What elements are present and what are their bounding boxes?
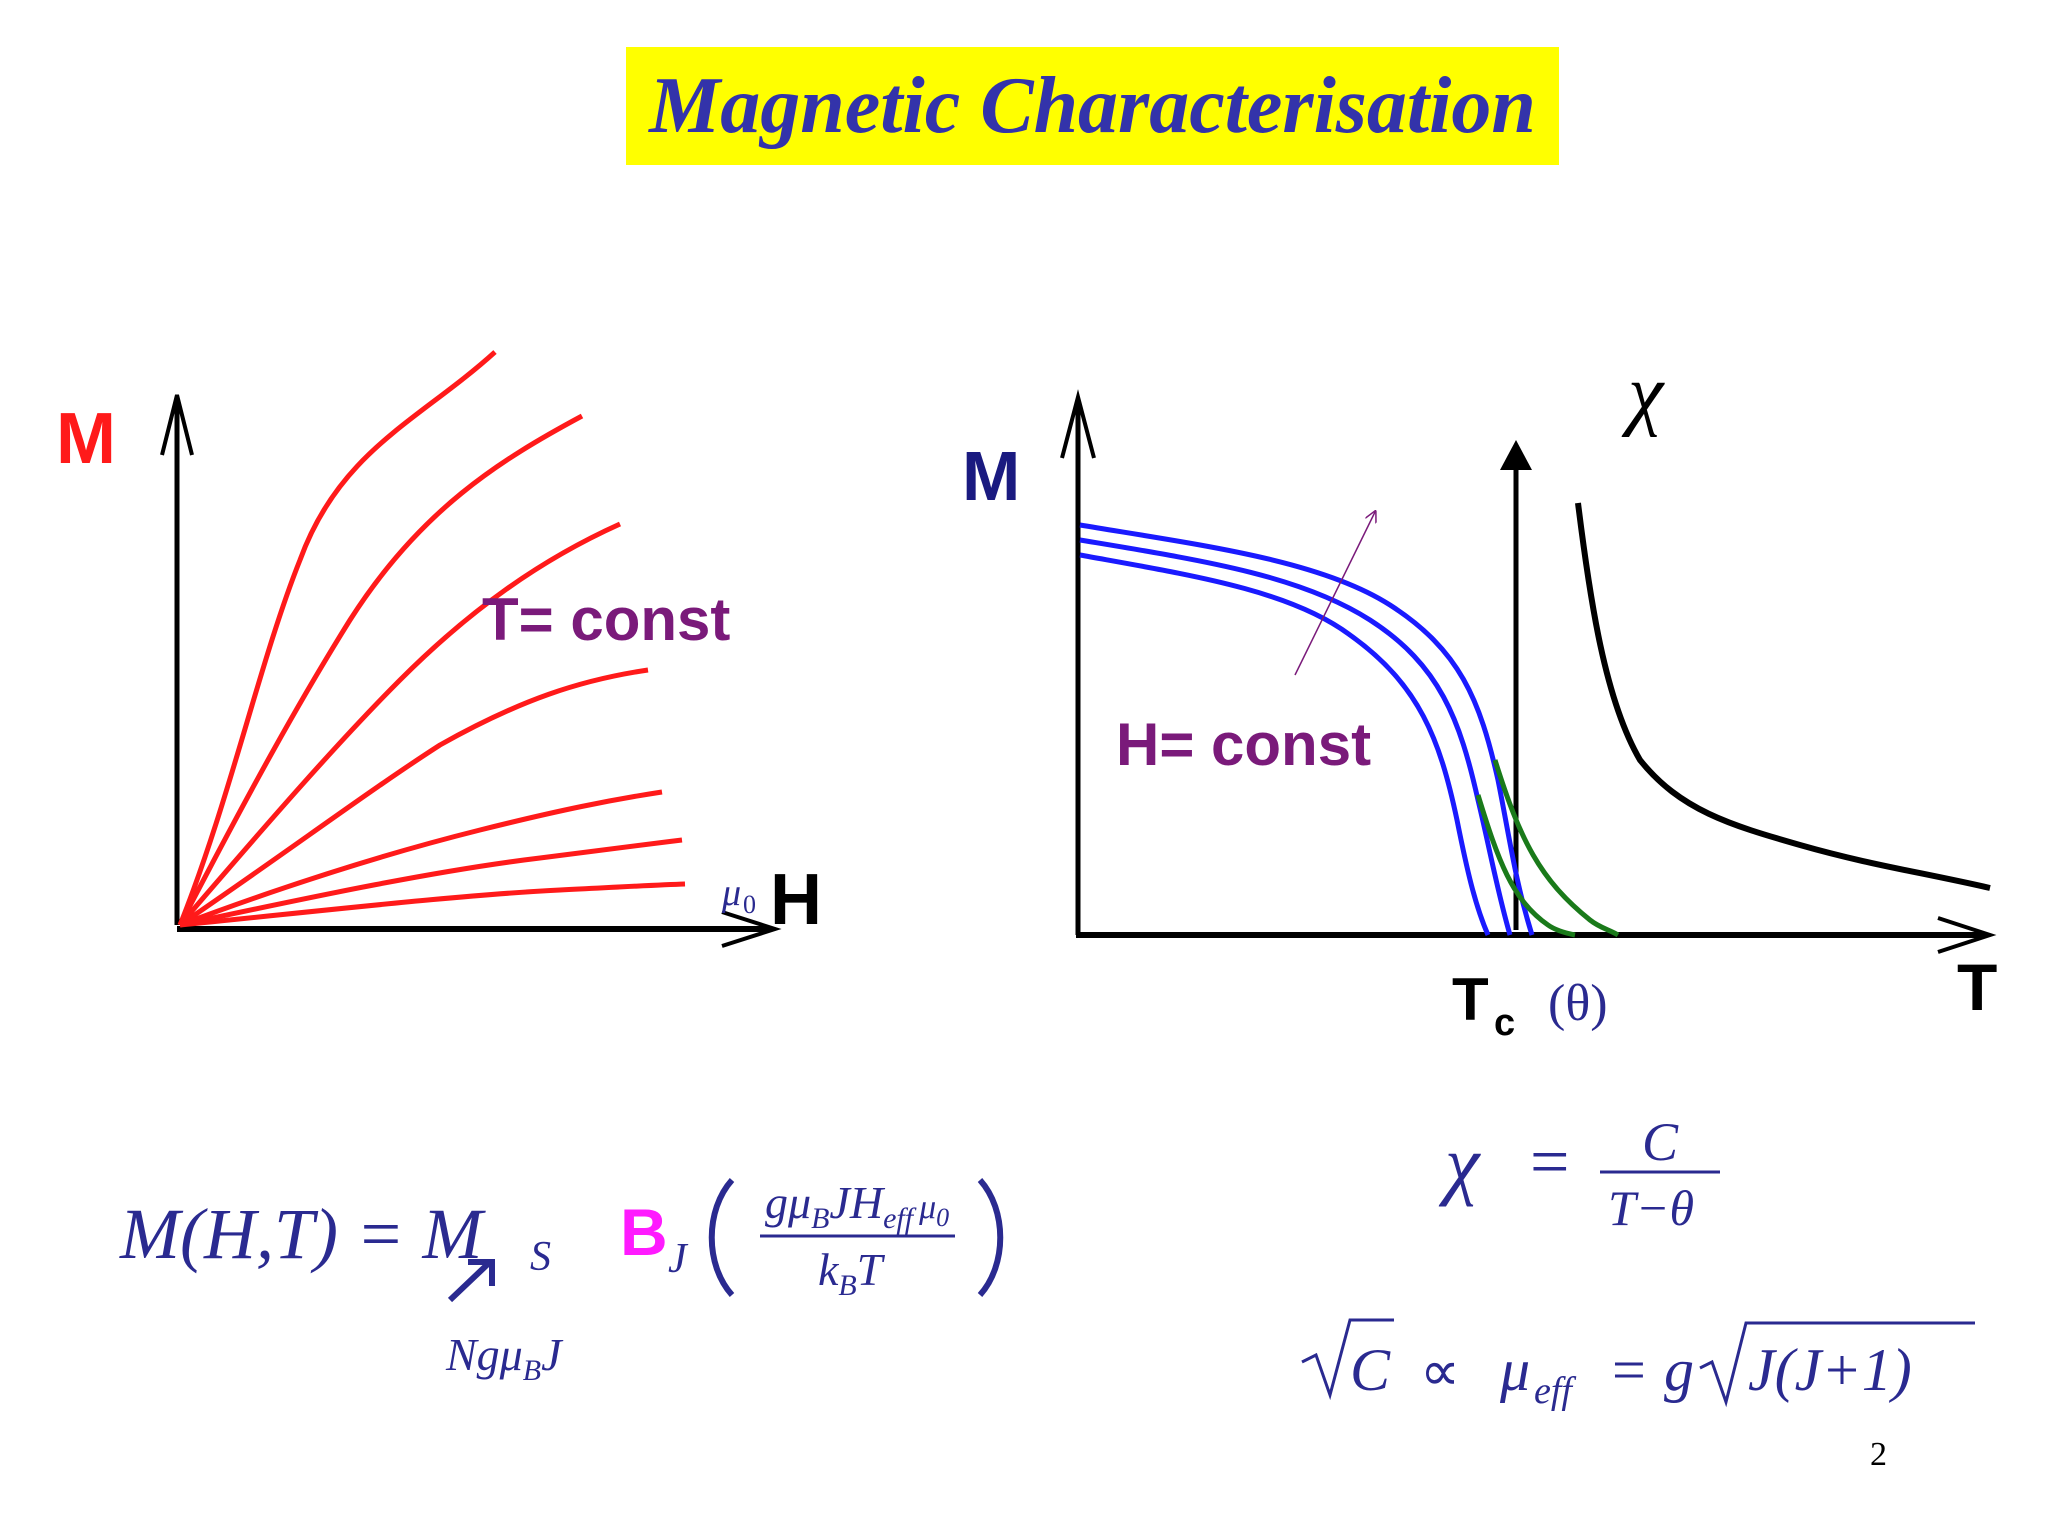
mu-eff: μ bbox=[1499, 1337, 1530, 1403]
tc-subscript: c bbox=[1494, 1002, 1515, 1044]
field-direction-arrow bbox=[1294, 512, 1375, 676]
title-banner: Magnetic Characterisation bbox=[626, 47, 1559, 165]
sqrt-c-radical bbox=[1301, 1318, 1394, 1401]
frac-num-sub0: 0 bbox=[936, 1203, 949, 1232]
left-plot: M T= const μ 0 H bbox=[56, 350, 822, 948]
right-x-label: T bbox=[1957, 950, 1997, 1024]
brillouin-sub: J bbox=[668, 1236, 689, 1282]
green-tail-2 bbox=[1475, 794, 1576, 938]
lande-g: g bbox=[1664, 1337, 1694, 1403]
effective-moment-formula: C ∝ μ eff = g J(J+1) bbox=[1301, 1318, 1975, 1412]
mt-curve-2 bbox=[1079, 537, 1513, 936]
chi-label: χ bbox=[1621, 350, 1665, 438]
mh-curve-1 bbox=[177, 350, 497, 926]
mu-eff-sub: eff bbox=[1534, 1370, 1576, 1412]
frac-num-g: gμ bbox=[765, 1177, 811, 1228]
formula-lhs: M(H,T) = M bbox=[119, 1194, 487, 1274]
sqrt-c-arg: C bbox=[1350, 1337, 1391, 1403]
frac-den: kBT bbox=[818, 1244, 886, 1302]
mt-curve-3 bbox=[1079, 552, 1491, 936]
formula-lhs-sub: S bbox=[530, 1234, 551, 1280]
left-y-label: M bbox=[56, 399, 116, 479]
tc-label: T bbox=[1452, 966, 1489, 1033]
frac-den-k: k bbox=[818, 1244, 840, 1295]
green-tail-1 bbox=[1492, 759, 1620, 938]
chi-curve bbox=[1575, 502, 1991, 891]
right-y-label: M bbox=[962, 437, 1020, 515]
ms-pointer-arrow bbox=[447, 1259, 495, 1303]
left-x-label: H bbox=[770, 860, 822, 940]
curie-weiss-formula: χ = C T−θ bbox=[1438, 1112, 1720, 1236]
right-y-arrowhead bbox=[1060, 389, 1096, 459]
mt-curve-1 bbox=[1079, 522, 1535, 936]
mh-curves bbox=[177, 350, 686, 928]
page-title: Magnetic Characterisation bbox=[649, 61, 1536, 150]
mh-curve-3 bbox=[178, 521, 622, 927]
green-tails bbox=[1475, 759, 1620, 938]
right-plot: M χ H= const T T c (θ) bbox=[962, 350, 1997, 1044]
mu0-subscript: 0 bbox=[743, 890, 756, 919]
mt-curves bbox=[1079, 522, 1535, 936]
mu-eff-equals: = bbox=[1612, 1337, 1646, 1403]
left-y-arrowhead bbox=[160, 394, 194, 456]
sqrt-j-arg: J(J+1) bbox=[1748, 1337, 1912, 1403]
frac-num-subB: B bbox=[811, 1202, 829, 1235]
cw-den: T−θ bbox=[1608, 1180, 1694, 1236]
frac-den-subB: B bbox=[838, 1269, 856, 1302]
ms-def-subB: B bbox=[523, 1354, 541, 1387]
mh-curve-5 bbox=[179, 789, 663, 928]
mh-curve-4 bbox=[178, 667, 649, 928]
mh-curve-7 bbox=[179, 881, 686, 928]
frac-den-T: T bbox=[857, 1244, 886, 1295]
cw-num: C bbox=[1642, 1112, 1679, 1172]
mu0-symbol: μ bbox=[721, 872, 741, 914]
left-paren bbox=[708, 1177, 735, 1298]
proportional-symbol: ∝ bbox=[1420, 1339, 1460, 1404]
frac-num-subeff: eff bbox=[883, 1202, 917, 1235]
tc-arrowhead bbox=[1500, 440, 1532, 470]
cw-chi: χ bbox=[1438, 1120, 1481, 1207]
brillouin-formula: M(H,T) = M S B J gμBJHeff μ0 kBT NgμBJ bbox=[119, 1177, 1004, 1387]
right-x-arrowhead bbox=[1937, 916, 1997, 954]
t-const-label: T= const bbox=[482, 586, 730, 653]
mh-curve-6 bbox=[179, 837, 683, 928]
mh-curve-2 bbox=[177, 413, 584, 927]
sqrt-j-radical bbox=[1699, 1321, 1975, 1408]
right-paren bbox=[977, 1177, 1004, 1298]
frac-num: gμBJHeff μ0 bbox=[765, 1177, 949, 1235]
ms-def-J: J bbox=[541, 1329, 564, 1380]
ms-def-Ng: Ngμ bbox=[445, 1329, 523, 1380]
page-number: 2 bbox=[1870, 1436, 1887, 1473]
ms-definition: NgμBJ bbox=[445, 1329, 564, 1387]
cw-equals: = bbox=[1530, 1124, 1569, 1201]
tc-suffix: (θ) bbox=[1548, 975, 1608, 1032]
left-x-arrowhead bbox=[721, 910, 782, 948]
frac-num-mu: μ bbox=[918, 1189, 936, 1226]
frac-num-JH: JH bbox=[829, 1177, 885, 1228]
h-const-label: H= const bbox=[1116, 711, 1371, 778]
brillouin-B: B bbox=[620, 1195, 668, 1269]
